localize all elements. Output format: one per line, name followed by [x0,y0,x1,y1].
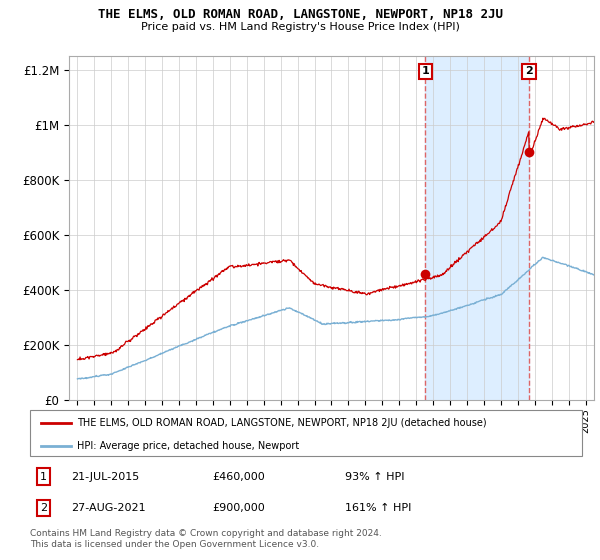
Text: £460,000: £460,000 [212,472,265,482]
Text: 21-JUL-2015: 21-JUL-2015 [71,472,140,482]
Text: £900,000: £900,000 [212,503,265,513]
Text: 1: 1 [422,66,430,76]
Text: 1: 1 [40,472,47,482]
Text: THE ELMS, OLD ROMAN ROAD, LANGSTONE, NEWPORT, NP18 2JU (detached house): THE ELMS, OLD ROMAN ROAD, LANGSTONE, NEW… [77,418,487,428]
Text: 93% ↑ HPI: 93% ↑ HPI [344,472,404,482]
Text: 161% ↑ HPI: 161% ↑ HPI [344,503,411,513]
Bar [425,56,529,400]
Text: 27-AUG-2021: 27-AUG-2021 [71,503,146,513]
Text: 2: 2 [525,66,533,76]
Text: 2: 2 [40,503,47,513]
Text: Price paid vs. HM Land Registry's House Price Index (HPI): Price paid vs. HM Land Registry's House … [140,22,460,32]
Text: Contains HM Land Registry data © Crown copyright and database right 2024.
This d: Contains HM Land Registry data © Crown c… [30,529,382,549]
Text: HPI: Average price, detached house, Newport: HPI: Average price, detached house, Newp… [77,441,299,451]
Text: THE ELMS, OLD ROMAN ROAD, LANGSTONE, NEWPORT, NP18 2JU: THE ELMS, OLD ROMAN ROAD, LANGSTONE, NEW… [97,8,503,21]
FancyBboxPatch shape [30,410,582,456]
